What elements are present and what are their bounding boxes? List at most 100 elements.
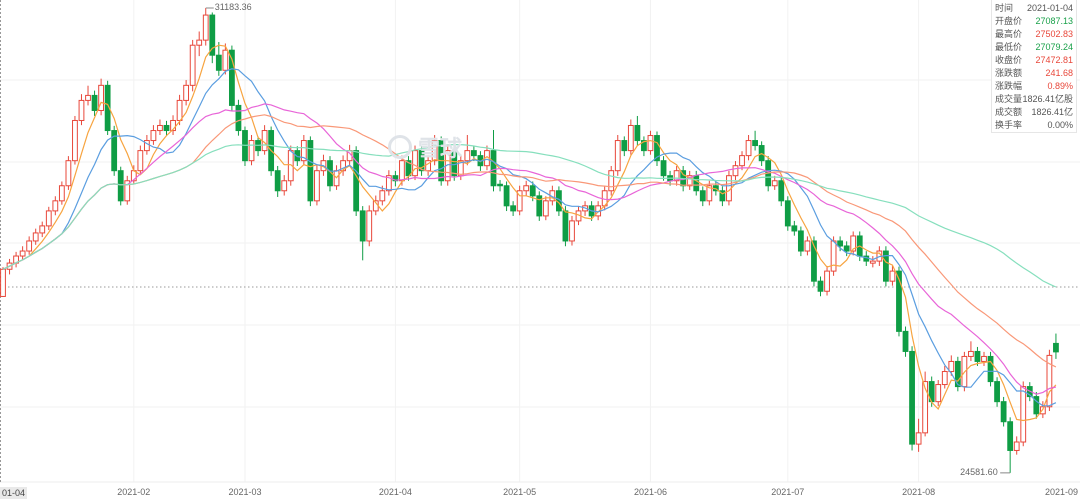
- candle-up: [968, 350, 974, 357]
- candle-down: [693, 175, 700, 192]
- candle-up: [915, 432, 922, 445]
- x-tick-label: 2021-08: [902, 487, 936, 497]
- candle-down: [843, 245, 850, 252]
- info-value: 27472.81: [1035, 55, 1073, 65]
- candle-down: [1000, 401, 1007, 423]
- candle-up: [614, 140, 621, 172]
- candle-down: [359, 210, 366, 242]
- candle-down: [503, 185, 510, 207]
- candle-down: [641, 140, 647, 152]
- info-label: 成交量: [995, 94, 1023, 104]
- candle-up: [0, 268, 6, 297]
- candle-down: [909, 350, 915, 445]
- watermark-text: 雪球: [418, 136, 463, 161]
- candle-up: [19, 250, 26, 257]
- candle-up: [189, 44, 196, 86]
- candle-up: [124, 180, 131, 202]
- candle-up: [850, 235, 857, 252]
- candle-up: [542, 200, 549, 217]
- candle-up: [647, 135, 654, 152]
- info-row: 涨跌幅 0.89%: [995, 80, 1073, 93]
- candle-up: [948, 360, 955, 373]
- candle-up: [85, 94, 91, 101]
- info-row: 收盘价 27472.81: [995, 54, 1073, 67]
- candle-down: [621, 140, 628, 152]
- candle-down: [405, 160, 412, 177]
- x-tick-label: 01-04: [0, 487, 28, 499]
- info-value: 241.68: [1045, 68, 1073, 78]
- candle-up: [176, 99, 183, 121]
- candle-down: [752, 140, 759, 147]
- candle-up: [150, 130, 157, 142]
- candle-up: [170, 119, 176, 132]
- candle-down: [719, 190, 726, 202]
- candle-up: [464, 150, 471, 162]
- candle-down: [215, 54, 222, 71]
- candle-up: [1013, 441, 1020, 451]
- candle-up: [196, 39, 203, 46]
- candle-down: [660, 160, 667, 177]
- ma5-line: [2, 44, 1057, 422]
- candle-down: [791, 225, 798, 232]
- candle-down: [1053, 342, 1059, 353]
- candle-up: [889, 270, 896, 282]
- info-label: 收盘价: [995, 55, 1023, 65]
- x-tick-label: 2021-02: [117, 487, 151, 497]
- candle-up: [157, 124, 163, 132]
- info-row: 最高价 27502.83: [995, 28, 1073, 41]
- candle-up: [706, 185, 713, 202]
- min-price-label: 24581.60: [960, 466, 998, 477]
- candle-down: [209, 14, 216, 56]
- info-value: 1826.41亿: [1031, 107, 1073, 117]
- candle-up: [379, 190, 386, 202]
- info-label: 最低价: [995, 42, 1023, 52]
- candle-down: [274, 170, 281, 192]
- candle-up: [32, 232, 39, 242]
- x-tick-label: 2021-05: [503, 487, 537, 497]
- info-label: 时间: [995, 3, 1014, 13]
- info-row: 涨跌额 241.68: [995, 67, 1073, 80]
- candle-up: [340, 160, 346, 172]
- candle-up: [739, 155, 745, 167]
- candle-up: [98, 84, 104, 111]
- info-value: 0.89%: [1047, 81, 1073, 91]
- candle-down: [987, 355, 994, 383]
- candle-down: [117, 170, 124, 202]
- candle-down: [91, 94, 98, 111]
- candle-down: [104, 84, 111, 132]
- candle-down: [837, 240, 844, 247]
- candle-down: [510, 205, 517, 212]
- info-label: 涨跌幅: [995, 81, 1023, 91]
- info-value: 27087.13: [1035, 16, 1073, 26]
- candle-up: [248, 140, 255, 162]
- candle-up: [771, 180, 778, 187]
- candle-up: [281, 180, 288, 192]
- candle-up: [732, 165, 739, 177]
- candle-up: [869, 260, 876, 264]
- watermark-logo-icon: [388, 135, 412, 159]
- candle-down: [883, 250, 889, 282]
- candle-up: [804, 240, 811, 252]
- candle-down: [529, 185, 536, 197]
- candle-down: [797, 230, 804, 252]
- candle-up: [222, 49, 229, 71]
- candle-down: [954, 360, 961, 388]
- candle-up: [26, 240, 33, 252]
- info-row: 成交额 1826.41亿: [995, 106, 1073, 119]
- candle-down: [490, 150, 497, 187]
- candle-down: [778, 180, 785, 202]
- candle-down: [902, 330, 909, 352]
- candle-up: [673, 170, 680, 182]
- candle-up: [137, 150, 144, 172]
- candle-down: [536, 195, 543, 217]
- candle-up: [385, 175, 392, 192]
- candle-up: [412, 150, 418, 177]
- info-label: 最高价: [995, 29, 1023, 39]
- info-label: 成交额: [995, 107, 1023, 117]
- info-row: 开盘价 27087.13: [995, 15, 1073, 28]
- candle-down: [974, 350, 981, 362]
- candle-up: [183, 84, 190, 101]
- candle-up: [399, 160, 405, 182]
- info-row: 成交量 1826.41亿股: [995, 93, 1073, 106]
